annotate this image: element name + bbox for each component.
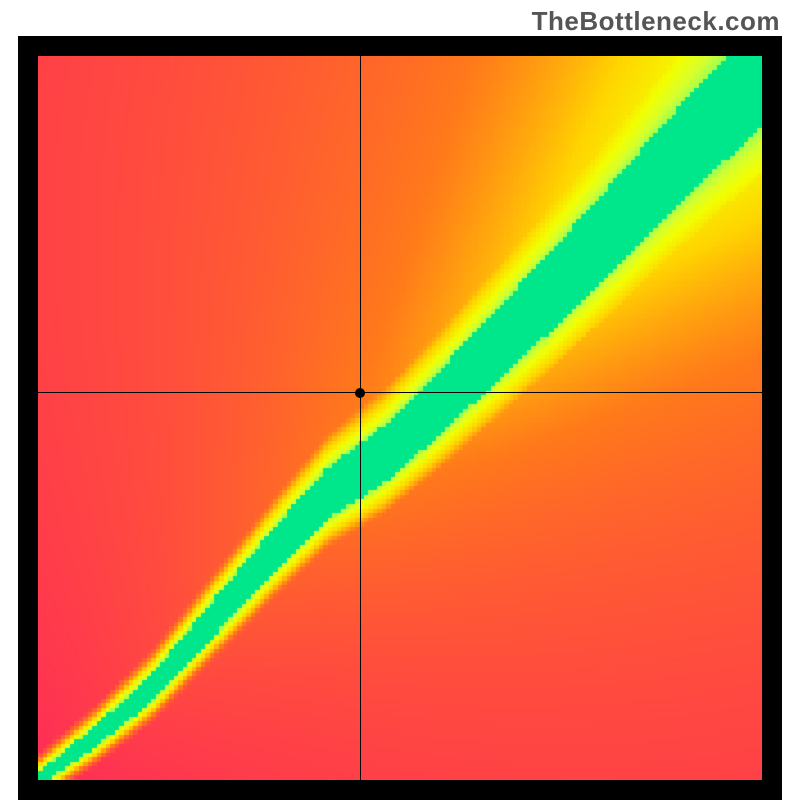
chart-frame bbox=[18, 36, 782, 800]
crosshair-dot bbox=[355, 388, 365, 398]
watermark-text: TheBottleneck.com bbox=[532, 6, 780, 37]
crosshair-vertical bbox=[360, 56, 361, 780]
bottleneck-heatmap bbox=[38, 56, 762, 780]
crosshair-horizontal bbox=[38, 392, 762, 393]
